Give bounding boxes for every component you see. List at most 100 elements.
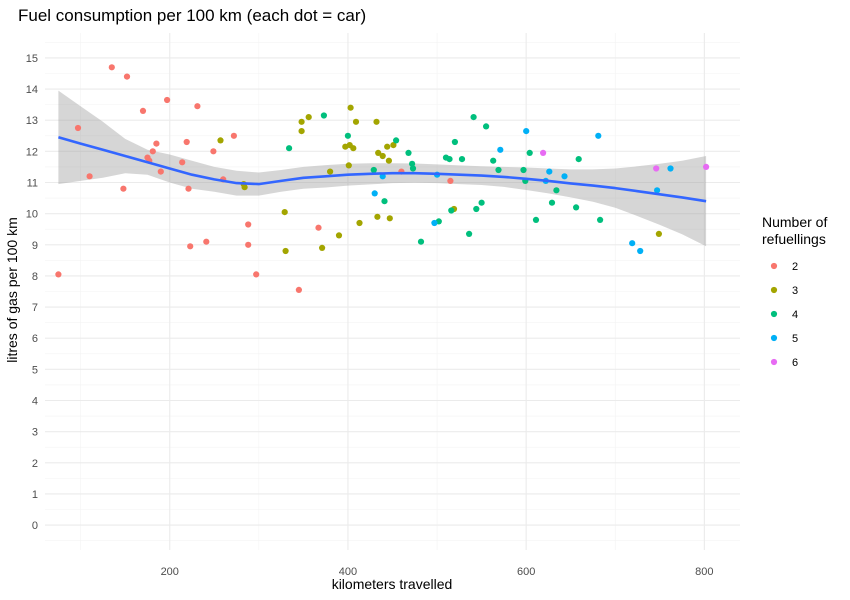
y-tick-label: 5 (32, 364, 38, 376)
data-point-4 (548, 199, 556, 206)
data-point-5 (561, 173, 568, 180)
data-point-2 (203, 238, 210, 245)
data-point-4 (473, 205, 480, 213)
data-point-4 (320, 112, 327, 119)
data-point-3 (298, 128, 305, 135)
data-point-2 (74, 124, 82, 132)
y-tick-label: 14 (26, 84, 38, 96)
data-point-4 (344, 132, 351, 139)
data-point-3 (390, 142, 397, 149)
y-tick-label: 10 (26, 209, 38, 221)
legend-label: 2 (792, 261, 798, 273)
data-point-5 (431, 219, 438, 227)
data-point-4 (597, 216, 604, 223)
y-tick-label: 15 (26, 53, 38, 65)
x-tick-label: 800 (695, 566, 713, 578)
data-point-3 (350, 145, 357, 152)
data-point-3 (305, 114, 312, 121)
smooth-layer (58, 90, 707, 247)
data-point-5 (654, 187, 661, 194)
y-tick-label: 13 (26, 115, 38, 127)
x-axis-title: kilometers travelled (332, 576, 453, 592)
data-point-2 (86, 173, 93, 180)
legend-key-6 (770, 358, 778, 366)
y-tick-label: 11 (27, 177, 38, 189)
smooth-line (58, 136, 707, 203)
data-point-2 (123, 73, 131, 80)
x-tick-label: 200 (161, 566, 179, 578)
data-point-4 (466, 230, 473, 237)
data-point-4 (478, 199, 485, 206)
data-point-3 (352, 118, 360, 125)
data-point-3 (385, 157, 392, 164)
data-point-2 (108, 64, 115, 71)
data-point-2 (185, 185, 192, 192)
x-tick-label: 600 (517, 566, 535, 578)
data-point-2 (120, 185, 127, 192)
legend-label: 5 (792, 333, 798, 345)
legend-key-2 (770, 262, 778, 270)
data-point-4 (575, 156, 582, 163)
legend-title: Number of refuellings (762, 214, 827, 247)
data-point-3 (241, 184, 248, 191)
data-point-5 (637, 247, 644, 255)
data-point-3 (655, 230, 663, 237)
data-point-3 (375, 149, 382, 156)
major-gridlines (45, 33, 740, 550)
data-point-4 (532, 216, 540, 223)
y-tick-label: 9 (32, 240, 38, 252)
data-point-2 (230, 132, 237, 139)
y-tick-label: 6 (32, 333, 38, 345)
data-point-5 (371, 190, 378, 197)
data-point-3 (217, 137, 224, 144)
data-point-2 (164, 96, 171, 104)
data-point-3 (335, 232, 343, 239)
data-point-4 (448, 207, 455, 214)
data-point-2 (210, 148, 217, 155)
legend-key-5 (770, 334, 778, 342)
minor-gridlines (45, 33, 740, 550)
data-point-5 (667, 165, 674, 172)
data-point-4 (446, 156, 453, 163)
data-point-2 (179, 159, 186, 166)
data-point-4 (286, 145, 293, 152)
data-point-3 (319, 244, 326, 251)
data-point-3 (373, 118, 380, 125)
data-point-4 (573, 204, 580, 211)
y-tick-label: 4 (32, 396, 38, 408)
y-tick-label: 3 (32, 427, 38, 439)
data-point-2 (153, 140, 160, 147)
data-point-4 (381, 198, 388, 205)
legend-key-3 (770, 286, 778, 294)
y-tick-label: 7 (32, 302, 38, 314)
data-point-2 (253, 271, 260, 278)
data-point-4 (409, 160, 416, 167)
data-point-2 (295, 286, 302, 293)
data-point-2 (245, 221, 252, 228)
data-point-4 (393, 137, 400, 144)
data-point-5 (523, 128, 530, 135)
y-tick-label: 2 (32, 458, 38, 470)
data-point-4 (458, 156, 466, 163)
data-point-6 (653, 165, 660, 172)
data-point-4 (370, 166, 377, 174)
data-point-4 (520, 166, 527, 174)
y-tick-label: 0 (32, 520, 38, 532)
data-point-2 (183, 138, 190, 146)
data-point-4 (490, 157, 497, 164)
legend: Number of refuellings 2 3 4 5 6 (762, 214, 827, 369)
data-point-3 (347, 104, 354, 111)
data-point-4 (470, 114, 477, 121)
data-point-4 (553, 187, 560, 194)
data-point-2 (55, 271, 62, 278)
y-axis-title: litres of gas per 100 km (4, 217, 20, 363)
data-point-2 (187, 243, 194, 250)
data-point-2 (315, 224, 322, 231)
data-point-3 (281, 209, 288, 216)
data-point-2 (245, 241, 252, 248)
data-point-3 (356, 219, 363, 227)
y-tick-label: 8 (32, 271, 38, 283)
confidence-band (58, 90, 707, 247)
